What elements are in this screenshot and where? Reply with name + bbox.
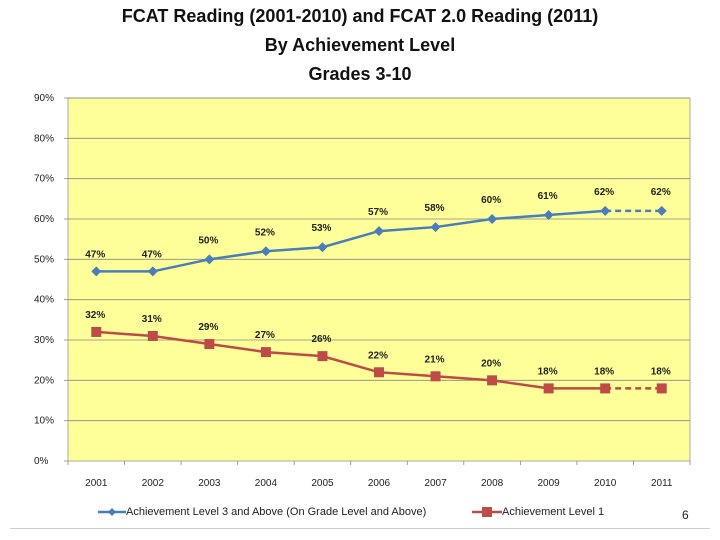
y-tick-label-9: 90%	[34, 93, 54, 104]
data-label-level3-2002: 47%	[142, 249, 162, 260]
point-level1-2009	[543, 383, 554, 394]
point-level3-2009	[543, 209, 554, 220]
data-label-level3-2011: 62%	[651, 187, 671, 198]
data-label-level3-2004: 52%	[255, 227, 275, 238]
legend-label-level1: Achievement Level 1	[502, 506, 605, 518]
x-tick-label-2007: 2007	[424, 478, 447, 489]
plot-area	[67, 97, 691, 462]
page-number: 6	[682, 508, 689, 522]
point-level3-2004	[260, 246, 271, 257]
point-level3-2001	[91, 266, 102, 277]
legend-marker-level3	[98, 508, 126, 516]
data-label-level1-2002: 31%	[142, 314, 162, 325]
data-label-level3-2010: 62%	[594, 187, 614, 198]
legend-item-level3: Achievement Level 3 and Above (On Grade …	[98, 506, 426, 518]
data-label-level1-2010: 18%	[594, 366, 614, 377]
chart-title-line-2: By Achievement Level	[264, 35, 456, 55]
x-tick-label-2002: 2002	[142, 478, 165, 489]
bottom-divider	[10, 528, 710, 529]
x-tick-label-2010: 2010	[594, 478, 617, 489]
point-level1-2002	[147, 330, 158, 341]
data-label-level1-2006: 22%	[368, 350, 388, 361]
legend-item-level1: Achievement Level 1	[472, 506, 604, 518]
point-level1-2004	[260, 347, 271, 358]
data-label-level3-2009: 61%	[538, 191, 558, 202]
point-level1-2006	[374, 367, 384, 378]
chart-title-line-3: Grades 3-10	[308, 64, 412, 84]
data-label-level1-2007: 21%	[425, 354, 445, 365]
x-tick-label-2003: 2003	[198, 478, 221, 489]
data-label-level3-2008: 60%	[481, 195, 501, 206]
data-label-level3-2005: 53%	[311, 223, 331, 234]
point-level1-2011	[656, 383, 667, 394]
legend-marker-level1	[472, 507, 502, 517]
point-level3-2011	[656, 205, 667, 216]
x-tick-label-2009: 2009	[538, 478, 561, 489]
point-level3-2008	[487, 214, 498, 224]
series-line-level3	[96, 209, 606, 273]
data-label-level1-2001: 32%	[85, 310, 105, 321]
point-level3-2003	[204, 254, 215, 265]
x-tick-label-2011: 2011	[651, 478, 673, 489]
legend-label-level3: Achievement Level 3 and Above (On Grade …	[126, 506, 427, 518]
x-tick-label-2005: 2005	[311, 478, 334, 489]
point-level1-2001	[91, 326, 102, 337]
point-level1-2005	[317, 351, 328, 362]
point-level3-2007	[430, 222, 441, 233]
data-label-level1-2009: 18%	[538, 366, 558, 377]
x-tick-label-2008: 2008	[481, 478, 504, 489]
point-level3-2002	[147, 266, 158, 277]
y-tick-label-1: 10%	[34, 416, 54, 427]
y-tick-label-3: 30%	[34, 335, 54, 346]
data-label-level1-2005: 26%	[311, 334, 331, 345]
data-label-level3-2007: 58%	[425, 203, 445, 214]
y-tick-label-5: 50%	[34, 254, 54, 265]
x-tick-label-2006: 2006	[368, 478, 391, 489]
point-level1-2010	[600, 383, 611, 394]
data-label-level1-2008: 20%	[481, 358, 501, 369]
chart-title-line-1: FCAT Reading (2001-2010) and FCAT 2.0 Re…	[121, 6, 599, 26]
series-line-level1	[96, 330, 606, 390]
data-label-level1-2003: 29%	[198, 322, 218, 333]
y-tick-label-4: 40%	[34, 295, 54, 306]
data-label-level1-2011: 18%	[651, 366, 671, 377]
x-tick-label-2001: 2001	[85, 478, 108, 489]
y-tick-label-0: 0%	[34, 456, 49, 467]
point-level3-2006	[374, 226, 384, 237]
point-level1-2007	[430, 371, 441, 382]
data-label-level3-2006: 57%	[368, 207, 388, 218]
data-label-level1-2004: 27%	[255, 330, 275, 341]
x-tick-label-2004: 2004	[255, 478, 278, 489]
data-label-level3-2001: 47%	[85, 249, 105, 260]
line-chart: 0% 10% 20% 30% 40% 50% 60% 70% 80% 90% 2001 2002 200…	[34, 93, 691, 489]
y-tick-label-2: 20%	[34, 375, 54, 386]
y-tick-label-8: 80%	[34, 133, 54, 144]
point-level3-2010	[600, 205, 611, 216]
point-level3-2005	[317, 242, 328, 253]
point-level1-2008	[487, 375, 498, 386]
point-level1-2003	[204, 339, 215, 350]
y-tick-label-7: 70%	[34, 174, 54, 185]
data-label-level3-2003: 50%	[198, 235, 218, 246]
y-tick-label-6: 60%	[34, 214, 54, 225]
